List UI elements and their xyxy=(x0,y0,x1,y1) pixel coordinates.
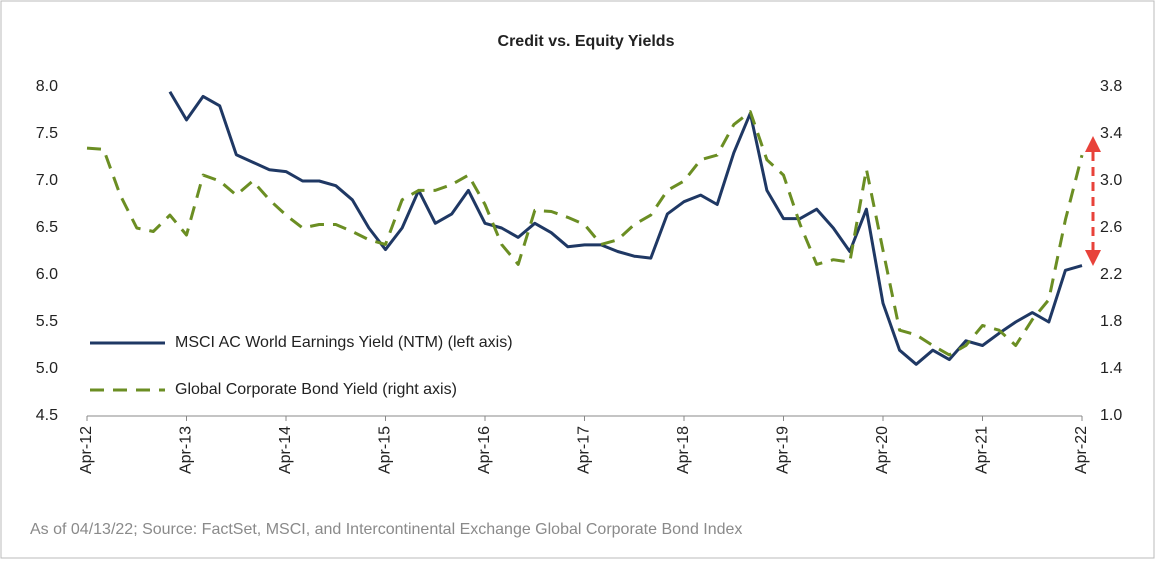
source-note: As of 04/13/22; Source: FactSet, MSCI, a… xyxy=(30,521,742,538)
y2-tick-label: 1.8 xyxy=(1100,313,1122,330)
y-tick-label: 4.5 xyxy=(36,407,58,424)
x-tick-label: Apr-20 xyxy=(874,426,891,474)
y-tick-label: 8.0 xyxy=(36,78,58,95)
y2-tick-label: 3.8 xyxy=(1100,78,1122,95)
y-tick-label: 7.0 xyxy=(36,172,58,189)
x-tick-label: Apr-16 xyxy=(476,426,493,474)
y2-tick-label: 2.6 xyxy=(1100,219,1122,236)
chart-title: Credit vs. Equity Yields xyxy=(498,33,675,50)
series-line xyxy=(168,90,1083,366)
x-tick-label: Apr-18 xyxy=(675,426,692,474)
y-tick-label: 6.0 xyxy=(36,266,58,283)
y2-tick-label: 3.0 xyxy=(1100,172,1122,189)
x-tick-label: Apr-13 xyxy=(178,426,195,474)
legend-label: MSCI AC World Earnings Yield (NTM) (left… xyxy=(175,334,513,351)
x-tick-label: Apr-14 xyxy=(277,426,294,474)
series-line xyxy=(86,110,1084,357)
x-tick-label: Apr-15 xyxy=(377,426,394,474)
y-tick-label: 5.5 xyxy=(36,313,58,330)
x-tick-label: Apr-21 xyxy=(974,426,991,474)
x-tick-label: Apr-19 xyxy=(775,426,792,474)
y2-tick-label: 2.2 xyxy=(1100,266,1122,283)
x-tick-label: Apr-17 xyxy=(576,426,593,474)
y-tick-label: 6.5 xyxy=(36,219,58,236)
x-tick-label: Apr-22 xyxy=(1073,426,1090,474)
legend-label: Global Corporate Bond Yield (right axis) xyxy=(175,381,457,398)
y2-tick-label: 3.4 xyxy=(1100,125,1122,142)
y-tick-label: 7.5 xyxy=(36,125,58,142)
y2-tick-label: 1.0 xyxy=(1100,407,1122,424)
y-tick-label: 5.0 xyxy=(36,360,58,377)
y2-tick-label: 1.4 xyxy=(1100,360,1122,377)
gap-arrow xyxy=(1085,136,1101,266)
x-tick-label: Apr-12 xyxy=(78,426,95,474)
